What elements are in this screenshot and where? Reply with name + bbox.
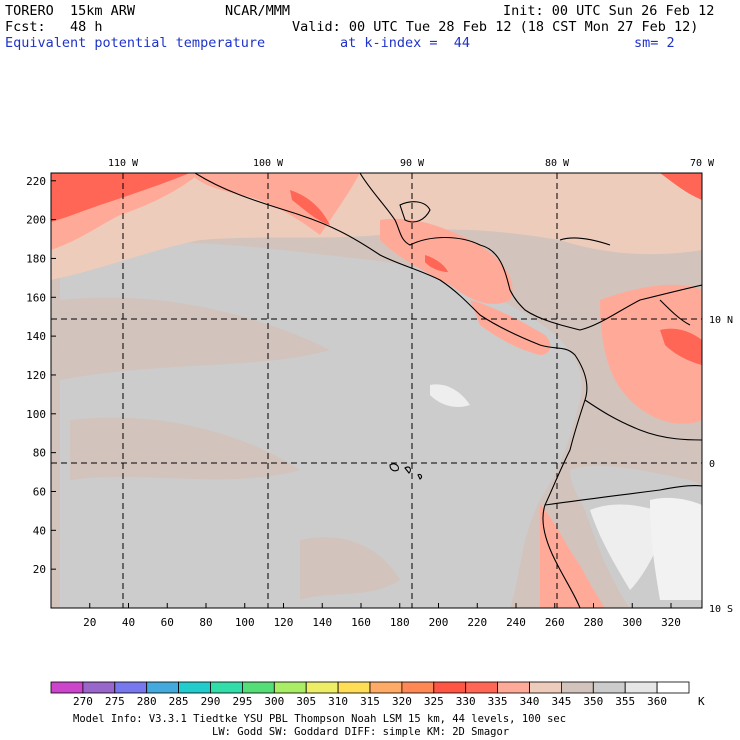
x-tick-label: 60	[161, 616, 174, 629]
colorbar-label: 295	[232, 695, 252, 708]
x-tick-label: 320	[661, 616, 681, 629]
colorbar-label: 275	[105, 695, 125, 708]
colorbar-label: 290	[201, 695, 221, 708]
colorbar-swatch	[561, 681, 594, 694]
y-axis-ticks: 20 40 60 80 100 120 140 160 180 200 220	[26, 175, 56, 576]
y-tick-label: 80	[33, 447, 46, 460]
colorbar-label: 315	[360, 695, 380, 708]
colorbar-unit: K	[698, 695, 705, 708]
model-name: TORERO 15km ARW	[5, 3, 136, 19]
colorbar-swatch	[592, 681, 626, 694]
lon-label-110w: 110 W	[108, 158, 139, 169]
colorbar: 270 275 280 285 290 295 300 305 310 315 320 325 330 3…	[50, 681, 690, 708]
colorbar-swatch	[337, 681, 371, 694]
init-time: Init: 00 UTC Sun 26 Feb 12	[503, 3, 715, 19]
x-tick-label: 20	[83, 616, 96, 629]
x-axis-ticks: 20 40 60 80 100 120 140 160 180 200 220 240 260 280 30…	[83, 603, 681, 629]
y-tick-label: 200	[26, 214, 46, 227]
colorbar-swatch	[273, 681, 307, 694]
colorbar-label: 270	[73, 695, 93, 708]
field-name: Equivalent potential temperature	[5, 35, 266, 51]
y-tick-label: 180	[26, 252, 46, 265]
colorbar-swatch	[146, 681, 179, 694]
x-tick-label: 100	[235, 616, 255, 629]
y-tick-label: 120	[26, 369, 46, 382]
physics-info-line: LW: Godd SW: Goddard DIFF: simple KM: 2D…	[212, 726, 509, 738]
smoothing-info: sm= 2	[634, 35, 675, 51]
colorbar-label: 310	[328, 695, 348, 708]
valid-time: Valid: 00 UTC Tue 28 Feb 12 (18 CST Mon …	[292, 19, 699, 35]
x-tick-label: 220	[467, 616, 487, 629]
colorbar-swatch	[433, 681, 467, 694]
colorbar-label: 340	[520, 695, 540, 708]
x-tick-label: 80	[199, 616, 212, 629]
y-tick-label: 40	[33, 524, 46, 537]
organization: NCAR/MMM	[225, 3, 291, 19]
x-tick-label: 240	[506, 616, 526, 629]
lat-label-0: 0	[709, 459, 715, 470]
x-tick-label: 160	[351, 616, 371, 629]
lon-label-70w: 70 W	[690, 158, 715, 169]
colorbar-label: 285	[169, 695, 189, 708]
lat-label-10s: 10 S	[709, 604, 733, 615]
colorbar-swatch	[656, 681, 690, 694]
coastlines	[194, 173, 702, 608]
lat-lon-grid	[51, 173, 702, 608]
colorbar-label: 350	[583, 695, 603, 708]
y-tick-label: 20	[33, 563, 46, 576]
colorbar-label: 345	[551, 695, 571, 708]
colorbar-swatch	[497, 681, 530, 694]
x-tick-label: 200	[429, 616, 449, 629]
y-tick-label: 140	[26, 330, 46, 343]
x-tick-label: 300	[622, 616, 642, 629]
colorbar-label: 335	[488, 695, 508, 708]
lat-label-10n: 10 N	[709, 315, 733, 326]
model-info-line: Model Info: V3.3.1 Tiedtke YSU PBL Thomp…	[73, 713, 566, 725]
colorbar-swatch	[114, 681, 148, 694]
colorbar-swatch	[624, 681, 658, 694]
level-info: at k-index = 44	[340, 35, 471, 51]
y-tick-label: 60	[33, 485, 46, 498]
forecast-hour: Fcst: 48 h	[5, 19, 103, 35]
colorbar-swatch	[369, 681, 403, 694]
y-tick-label: 160	[26, 291, 46, 304]
colorbar-swatch	[82, 681, 116, 694]
temperature-field	[51, 173, 702, 608]
colorbar-swatch	[401, 681, 435, 694]
lon-label-80w: 80 W	[545, 158, 570, 169]
colorbar-swatch	[241, 681, 275, 694]
y-tick-label: 220	[26, 175, 46, 188]
colorbar-swatch	[305, 681, 339, 694]
x-tick-label: 260	[545, 616, 565, 629]
colorbar-label: 280	[137, 695, 157, 708]
x-tick-label: 40	[122, 616, 135, 629]
lon-label-90w: 90 W	[400, 158, 425, 169]
colorbar-swatch	[529, 681, 562, 694]
colorbar-swatch	[210, 681, 243, 694]
x-tick-label: 180	[390, 616, 410, 629]
colorbar-swatch	[50, 681, 84, 694]
colorbar-label: 330	[456, 695, 476, 708]
colorbar-swatch	[178, 681, 211, 694]
colorbar-label: 360	[647, 695, 667, 708]
colorbar-label: 325	[424, 695, 444, 708]
colorbar-swatch	[465, 681, 499, 694]
colorbar-label: 305	[296, 695, 316, 708]
map-frame	[50, 172, 703, 609]
y-tick-label: 100	[26, 408, 46, 421]
colorbar-label: 355	[615, 695, 635, 708]
colorbar-label: 320	[392, 695, 412, 708]
x-tick-label: 280	[584, 616, 604, 629]
x-tick-label: 120	[274, 616, 294, 629]
lon-label-100w: 100 W	[253, 158, 284, 169]
colorbar-label: 300	[264, 695, 284, 708]
x-tick-label: 140	[312, 616, 332, 629]
